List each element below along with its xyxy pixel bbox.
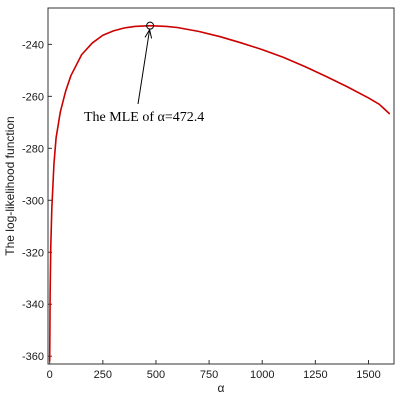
y-tick-label: -320 — [22, 247, 44, 259]
y-tick-label: -260 — [22, 91, 44, 103]
x-axis-ticks: 0 250 500 750 1000 1250 1500 — [47, 360, 381, 381]
x-tick-label: 0 — [47, 369, 53, 381]
annotation-label: The MLE of α=472.4 — [84, 110, 204, 125]
annotation-arrow — [137, 29, 151, 105]
y-axis-title: The log-likelihood function — [3, 116, 17, 255]
mle-marker — [146, 21, 155, 30]
series-layer — [48, 24, 391, 362]
y-axis-ticks: -240 -260 -280 -300 -320 -340 -360 — [22, 39, 52, 363]
x-tick-label: 1250 — [303, 369, 327, 381]
annotation-arrowhead — [144, 28, 153, 39]
x-tick-label: 1500 — [356, 369, 380, 381]
y-tick-label: -300 — [22, 195, 44, 207]
x-tick-label: 500 — [147, 369, 165, 381]
y-tick-label: -360 — [22, 351, 44, 363]
y-tick-label: -240 — [22, 39, 44, 51]
log-likelihood-curve — [48, 24, 391, 362]
x-tick-label: 1000 — [250, 369, 274, 381]
plot-frame — [47, 7, 395, 365]
x-tick-label: 750 — [200, 369, 218, 381]
y-tick-label: -340 — [22, 299, 44, 311]
x-axis-title: α — [218, 381, 225, 395]
y-tick-label: -280 — [22, 143, 44, 155]
x-tick-label: 250 — [94, 369, 112, 381]
